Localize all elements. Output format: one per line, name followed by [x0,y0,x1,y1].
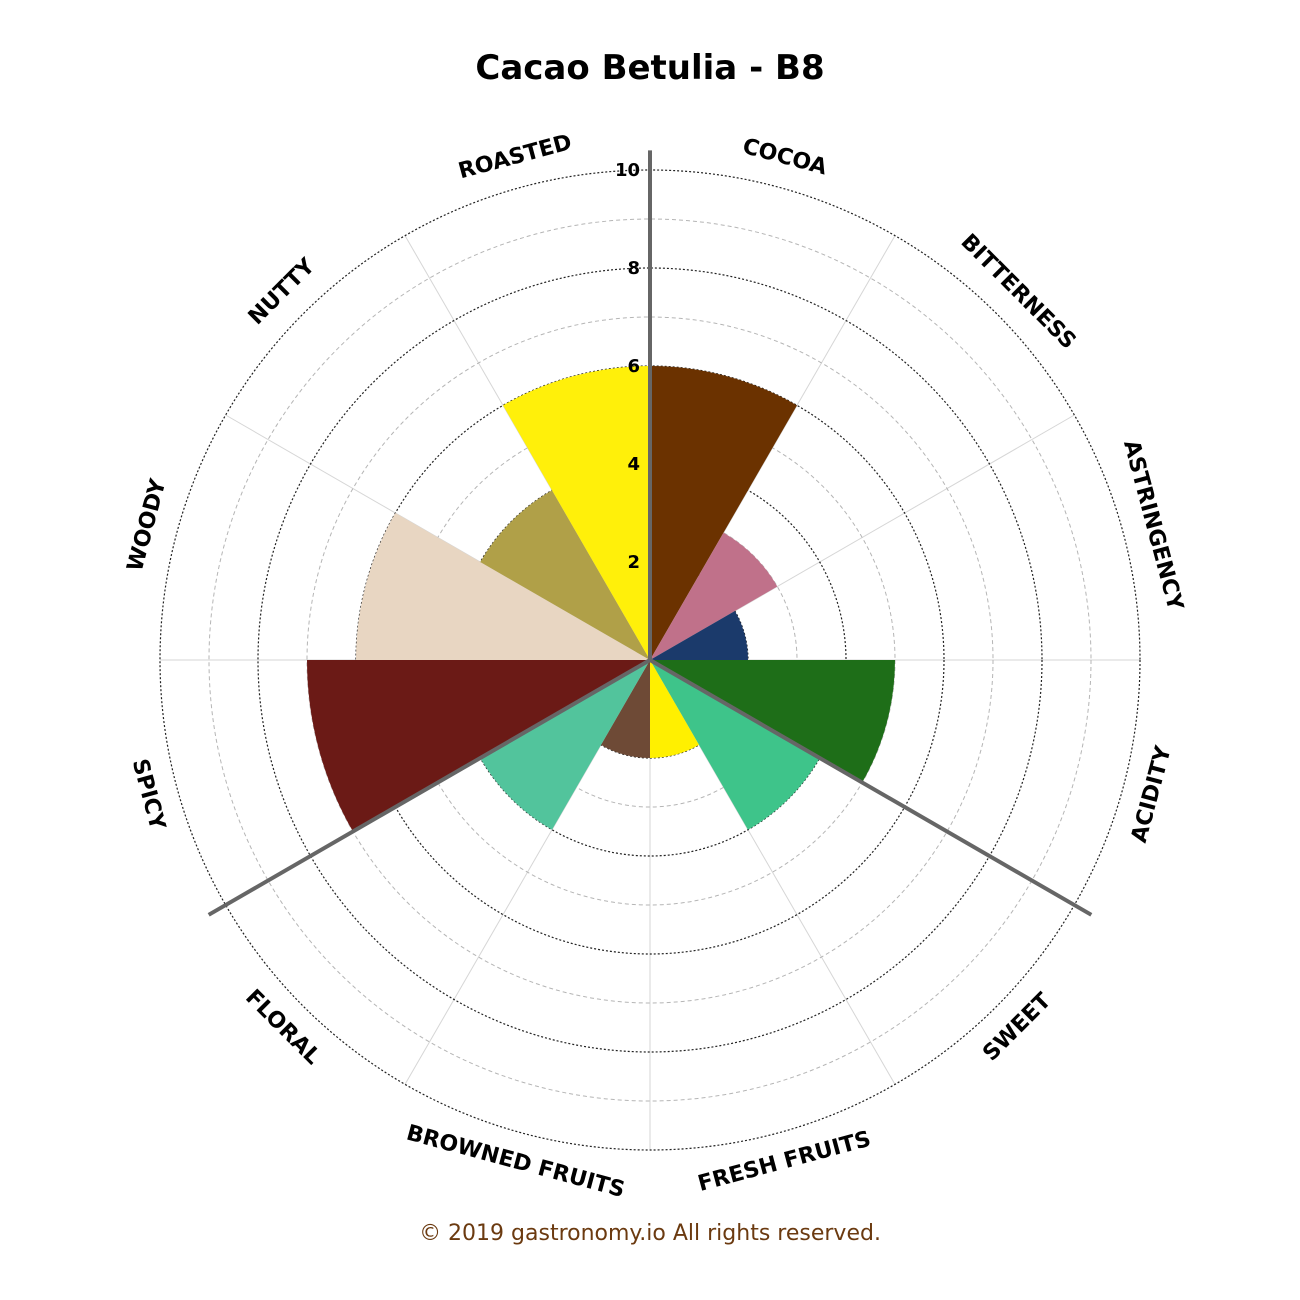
r-tick-label: 2 [627,552,640,573]
circular-gridline [257,267,1043,1053]
section-divider-line [648,658,1093,917]
circular-gridline [208,218,1092,1102]
category-label: FLORAL [240,985,325,1070]
category-label: COCOA [740,134,830,180]
wedge-astringency [650,611,748,660]
highlight-lines [207,150,1093,917]
copyright-notice: © 2019 gastronomy.io All rights reserved… [419,1221,881,1246]
wedge-woody [356,513,650,660]
wedge-floral [480,660,650,830]
category-label: SWEET [978,988,1056,1066]
category-label: BROWNED FRUITS [404,1121,628,1203]
wedge-spicy [307,660,650,832]
category-label: ROASTED [456,130,575,184]
category-label: FRESH FRUITS [695,1127,873,1197]
wedge-fresh-fruits [650,660,699,758]
r-tick-label: 6 [627,356,640,377]
category-label: ACIDITY [1127,743,1177,846]
wedge-browned-fruits [601,660,650,758]
wedge-group [307,366,895,832]
category-label: WOODY [123,475,172,574]
section-divider-line [207,658,652,917]
r-tick-label: 4 [627,454,640,475]
wedge-roasted [503,366,650,660]
wedge-cocoa [650,366,797,660]
chart-title: Cacao Betulia - B8 [475,48,824,88]
r-tick-label: 10 [615,160,640,181]
category-label: ASTRINGENCY [1118,438,1188,615]
wedge-nutty [480,490,650,660]
wedge-acidity [650,660,895,783]
radial-tick-labels: 2 4 6 8 10 [615,160,640,573]
wedge-sweet [650,660,820,830]
r-tick-label: 8 [627,258,640,279]
category-label: SPICY [127,756,170,833]
circular-gridline [306,316,994,1004]
wedge-bitterness [650,532,778,660]
category-label: NUTTY [244,253,321,330]
